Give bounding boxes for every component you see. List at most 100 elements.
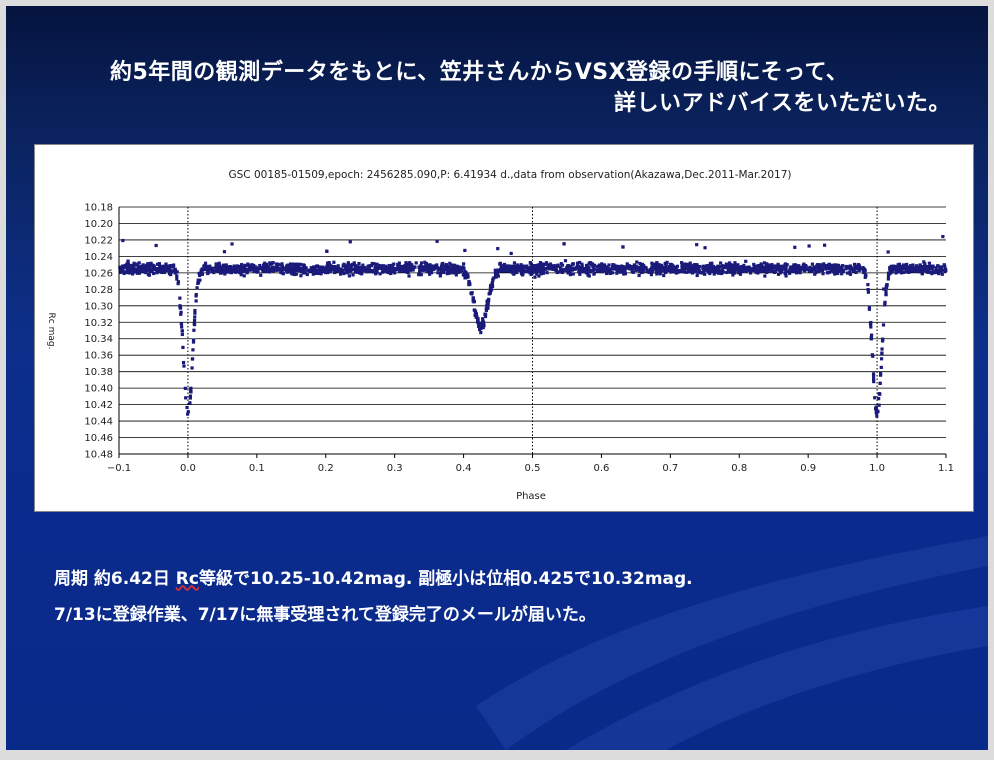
data-point — [754, 268, 758, 272]
data-point — [349, 263, 353, 267]
data-point — [680, 266, 684, 270]
data-point — [127, 266, 131, 270]
data-point — [179, 322, 184, 326]
phase-markers — [187, 207, 878, 454]
data-point — [879, 357, 884, 361]
data-point — [143, 265, 147, 269]
data-point — [848, 264, 853, 268]
data-point — [902, 263, 906, 267]
data-point — [358, 271, 362, 275]
data-point — [708, 269, 712, 273]
data-point — [321, 269, 325, 273]
data-point — [131, 268, 135, 272]
data-point — [301, 271, 305, 275]
data-point — [817, 268, 821, 272]
data-point — [165, 264, 169, 268]
x-tick-label: 0.8 — [731, 463, 747, 474]
x-tick-label: −0.1 — [107, 463, 131, 474]
data-point — [188, 401, 192, 405]
x-tick-label: 0.7 — [662, 463, 678, 474]
x-tick-label: 0.2 — [318, 463, 334, 474]
data-point — [825, 271, 830, 275]
data-point — [810, 262, 815, 266]
data-point — [454, 266, 458, 270]
x-tick-label: 0.1 — [249, 463, 265, 474]
data-point — [712, 272, 716, 276]
data-point — [825, 266, 829, 271]
data-point — [741, 269, 745, 273]
data-point — [135, 271, 139, 275]
data-point — [208, 266, 212, 270]
data-point — [297, 264, 301, 268]
data-point — [144, 271, 148, 275]
y-tick-label: 10.24 — [84, 252, 113, 263]
data-point — [513, 271, 517, 275]
data-point — [312, 268, 316, 272]
data-point — [655, 272, 659, 276]
data-point — [270, 268, 274, 272]
data-point — [438, 274, 442, 278]
data-point — [748, 271, 753, 275]
data-point — [325, 264, 329, 268]
data-point — [660, 268, 665, 273]
data-point — [621, 267, 626, 271]
data-point — [813, 268, 817, 272]
data-point — [615, 264, 619, 268]
data-point — [513, 264, 517, 269]
data-point — [558, 265, 562, 269]
data-point — [778, 264, 782, 268]
data-point — [866, 283, 870, 287]
data-point — [691, 266, 695, 271]
data-point — [463, 248, 467, 253]
data-point — [222, 266, 226, 270]
data-point — [534, 268, 538, 272]
data-point — [457, 267, 462, 271]
data-point — [148, 265, 152, 269]
data-point — [380, 270, 384, 274]
data-point — [418, 265, 422, 269]
data-point — [756, 270, 760, 274]
data-point — [435, 266, 440, 270]
data-point — [418, 269, 422, 273]
y-tick-label: 10.38 — [84, 367, 113, 378]
data-point — [256, 270, 260, 274]
data-point — [155, 271, 159, 275]
data-point — [663, 270, 668, 275]
x-tick-label: 0.4 — [456, 463, 472, 474]
data-point — [886, 250, 890, 254]
data-point — [821, 272, 825, 276]
data-point — [602, 265, 606, 269]
data-point — [888, 269, 892, 273]
data-point — [915, 269, 919, 273]
data-point — [712, 269, 716, 273]
data-point — [345, 265, 349, 269]
data-point — [799, 265, 804, 270]
data-point — [814, 264, 819, 268]
data-point — [481, 317, 485, 321]
data-point — [721, 270, 725, 274]
data-point — [556, 263, 560, 267]
data-point — [453, 271, 457, 275]
data-point — [798, 271, 802, 275]
data-point — [292, 264, 296, 269]
data-point — [298, 262, 303, 266]
data-point — [242, 269, 246, 274]
data-point — [288, 267, 292, 271]
data-point — [561, 268, 565, 272]
data-point — [540, 267, 544, 271]
data-point — [173, 271, 177, 275]
data-point — [650, 265, 654, 269]
data-point — [217, 269, 221, 273]
data-point — [343, 264, 347, 268]
data-point — [610, 265, 615, 269]
data-point — [470, 292, 474, 296]
y-tick-label: 10.42 — [84, 400, 113, 411]
data-point — [263, 261, 267, 265]
data-point — [939, 269, 943, 273]
data-point — [196, 278, 200, 282]
data-point — [733, 263, 738, 267]
data-point — [118, 270, 123, 274]
data-point — [258, 263, 262, 268]
data-point — [299, 267, 303, 271]
data-point — [568, 273, 573, 277]
